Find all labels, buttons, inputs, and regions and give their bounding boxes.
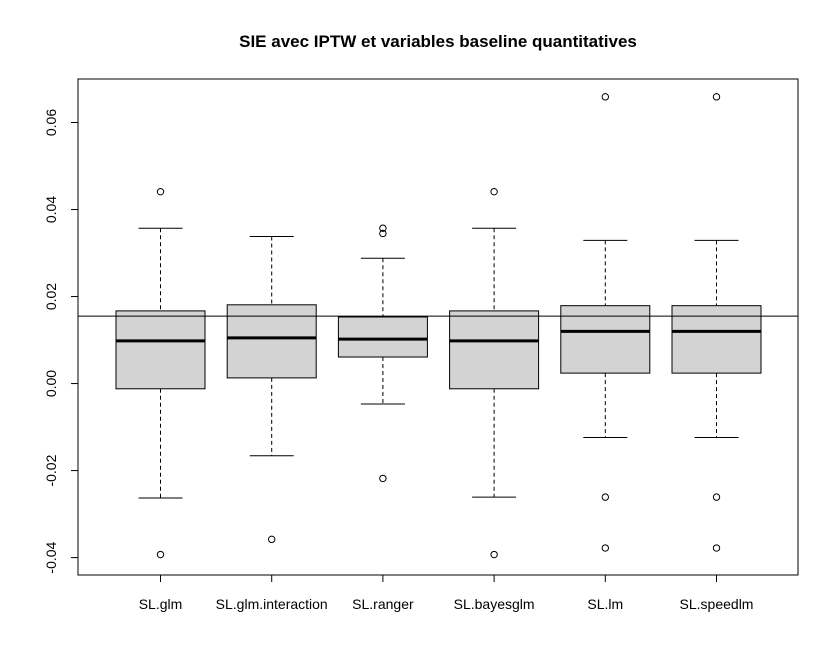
outlier-point xyxy=(712,544,721,552)
box-iqr xyxy=(337,316,428,358)
x-tick-label: SL.glm xyxy=(139,596,183,612)
y-tick-label: 0.00 xyxy=(43,370,59,397)
boxes-group xyxy=(115,93,762,559)
box-iqr xyxy=(560,305,651,374)
y-tick-label: 0.04 xyxy=(43,196,59,223)
box-sl-speedlm xyxy=(671,93,762,552)
y-tick-label: -0.02 xyxy=(43,454,59,486)
outlier-point xyxy=(490,550,498,559)
outlier-point xyxy=(156,550,165,559)
y-tick-label: 0.06 xyxy=(43,109,59,136)
x-tick-label: SL.glm.interaction xyxy=(216,596,328,612)
outlier-point xyxy=(379,229,387,238)
box-sl-ranger xyxy=(337,224,428,483)
outlier-point xyxy=(601,493,609,501)
outlier-point xyxy=(712,93,721,101)
x-tick-label: SL.speedlm xyxy=(680,596,754,612)
outlier-point xyxy=(490,187,498,196)
box-sl-lm xyxy=(560,93,651,552)
x-tick-label: SL.lm xyxy=(587,596,623,612)
box-iqr xyxy=(671,305,762,374)
outlier-point xyxy=(712,493,721,501)
y-axis: -0.04 -0.02 0.00 0.02 0.04 0.06 xyxy=(43,109,79,574)
outlier-point xyxy=(601,93,609,101)
box-sl-glm-interaction xyxy=(226,236,317,544)
x-tick-label: SL.ranger xyxy=(352,596,414,612)
box-iqr xyxy=(115,310,206,390)
y-tick-label: -0.04 xyxy=(43,541,59,573)
box-sl-glm xyxy=(115,187,206,559)
outlier-point xyxy=(379,474,387,483)
x-tick-label: SL.bayesglm xyxy=(454,596,535,612)
box-iqr xyxy=(226,304,317,379)
x-axis: SL.glm SL.glm.interaction SL.ranger SL.baye… xyxy=(139,574,754,612)
box-iqr xyxy=(449,310,540,390)
outlier-point xyxy=(601,544,609,552)
outlier-point xyxy=(156,187,165,196)
y-tick-label: 0.02 xyxy=(43,283,59,310)
outlier-point xyxy=(379,224,387,232)
chart-title: SIE avec IPTW et variables baseline quan… xyxy=(239,32,637,51)
outlier-point xyxy=(268,535,276,544)
box-sl-bayesglm xyxy=(449,187,540,559)
